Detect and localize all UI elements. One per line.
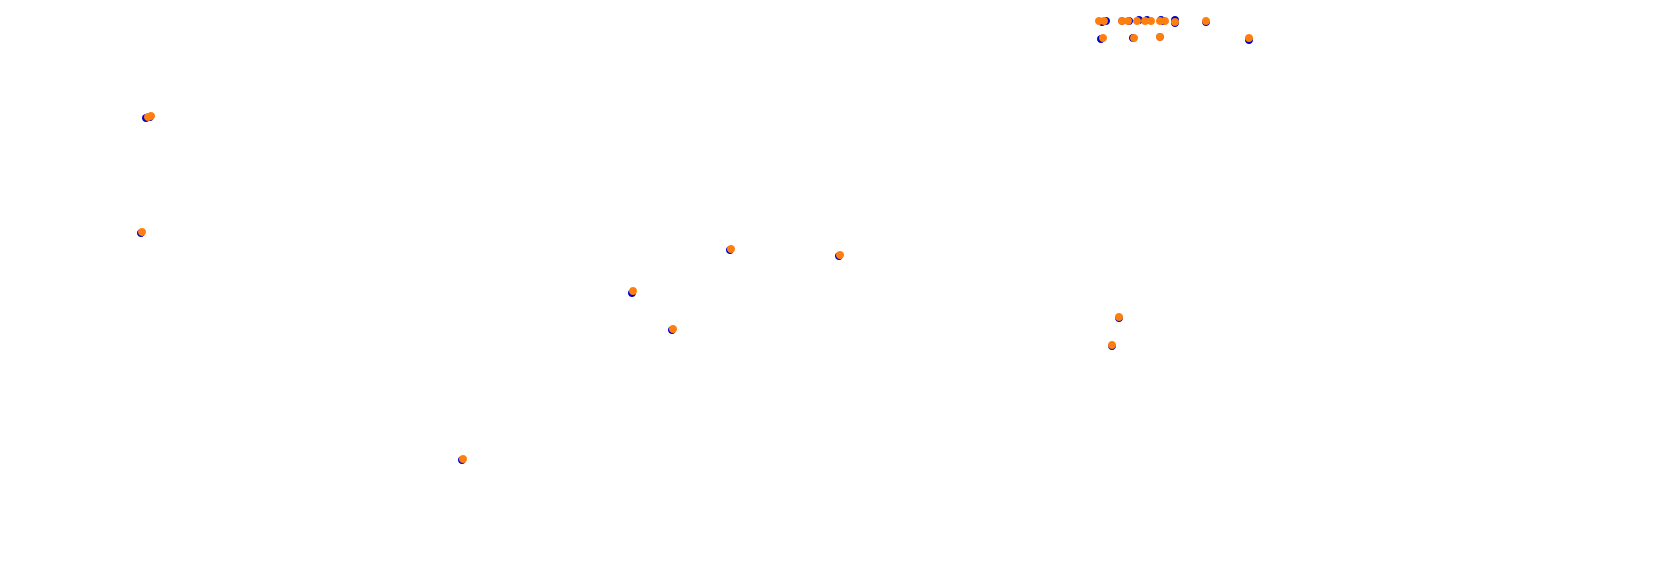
series-1-point-3 [459, 455, 467, 463]
series-0 [137, 16, 1253, 464]
series-1 [138, 17, 1253, 463]
series-1-point-10 [1118, 17, 1126, 25]
series-1-point-20 [1130, 34, 1138, 42]
series-1-point-9 [1100, 17, 1108, 25]
series-1-point-16 [1161, 17, 1169, 25]
series-1-point-2 [138, 228, 146, 236]
series-1-point-7 [836, 251, 844, 259]
series-1-point-19 [1099, 34, 1107, 42]
series-1-point-18 [1202, 17, 1210, 25]
series-layer [137, 16, 1253, 464]
series-1-point-4 [629, 287, 637, 295]
series-1-point-5 [669, 325, 677, 333]
series-1-point-23 [1115, 313, 1123, 321]
series-1-point-21 [1156, 33, 1164, 41]
series-1-point-24 [1108, 341, 1116, 349]
series-1-point-11 [1124, 17, 1132, 25]
series-1-point-17 [1171, 18, 1179, 26]
series-1-point-14 [1147, 17, 1155, 25]
series-1-point-22 [1245, 34, 1253, 42]
series-1-point-6 [727, 245, 735, 253]
series-1-point-1 [147, 112, 155, 120]
series-1-point-13 [1141, 17, 1149, 25]
series-1-point-12 [1133, 17, 1141, 25]
